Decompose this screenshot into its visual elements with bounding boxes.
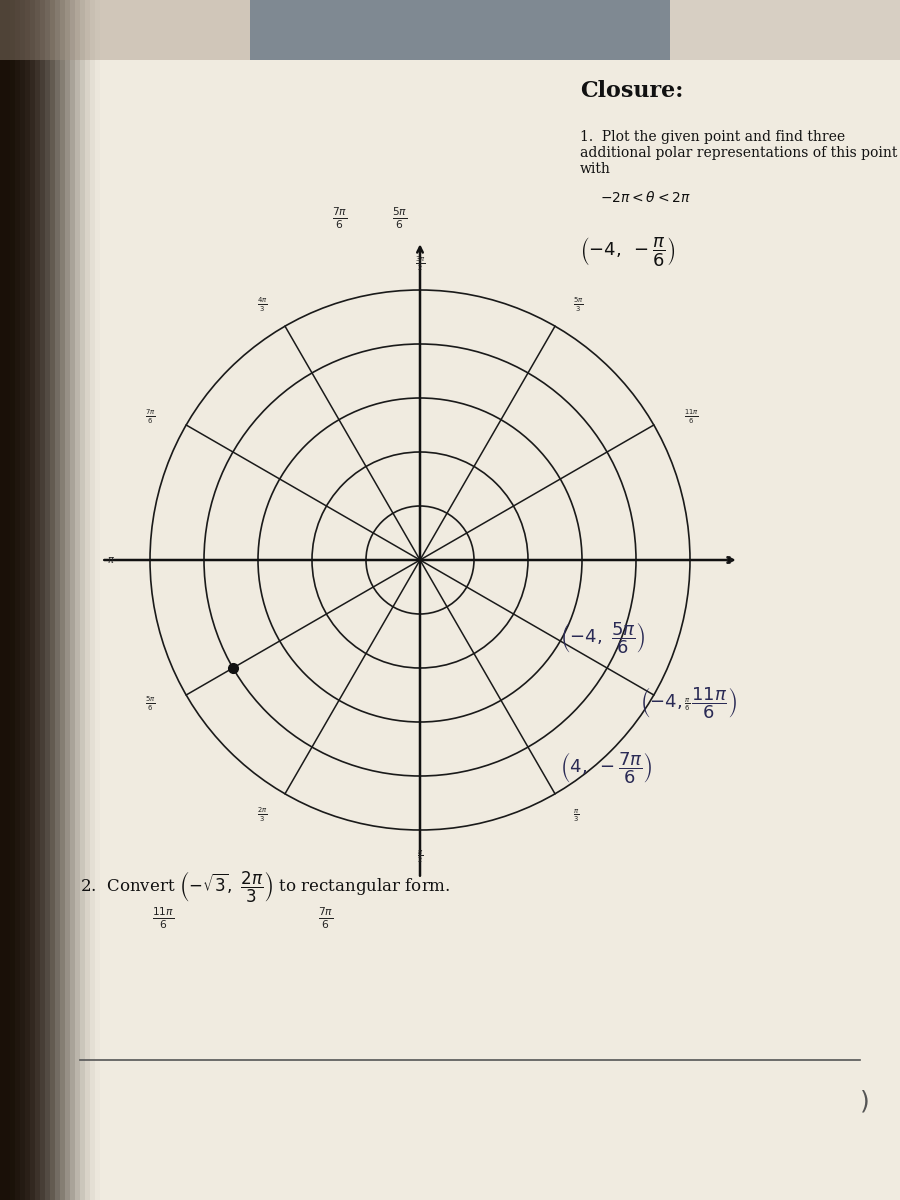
Text: $\left(-4,\ -\dfrac{\pi}{6}\right)$: $\left(-4,\ -\dfrac{\pi}{6}\right)$ (580, 235, 675, 268)
Text: $\frac{3\pi}{2}$: $\frac{3\pi}{2}$ (415, 254, 425, 274)
Bar (0, 0, 40, 1200)
Text: Closure:: Closure: (580, 80, 683, 102)
Bar (670, 0, 900, 60)
Bar (0, 0, 70, 1200)
Text: $\frac{5\pi}{6}$: $\frac{5\pi}{6}$ (392, 205, 408, 230)
Bar (0, 0, 100, 1200)
Bar (0, 0, 50, 1200)
Bar (0, 0, 60, 1200)
Bar (0, 0, 20, 1200)
Text: $\frac{11\pi}{6}$: $\frac{11\pi}{6}$ (684, 408, 699, 426)
Bar (0, 0, 55, 1200)
Text: $\frac{11\pi}{6}$: $\frac{11\pi}{6}$ (152, 906, 175, 931)
Bar (0, 0, 35, 1200)
Text: $\frac{7\pi}{6}$: $\frac{7\pi}{6}$ (332, 205, 347, 230)
Text: 2.  Convert $\left(-\sqrt{3},\ \dfrac{2\pi}{3}\right)$ to rectangular form.: 2. Convert $\left(-\sqrt{3},\ \dfrac{2\p… (80, 870, 451, 905)
Text: $\frac{7\pi}{6}$: $\frac{7\pi}{6}$ (145, 408, 156, 426)
Text: $\frac{5\pi}{3}$: $\frac{5\pi}{3}$ (572, 295, 583, 314)
Bar (250, 0, 670, 60)
Bar (0, 0, 95, 1200)
Text: $\left(-4,\ \dfrac{5\pi}{6}\right)$: $\left(-4,\ \dfrac{5\pi}{6}\right)$ (560, 620, 645, 655)
Bar (0, 0, 25, 1200)
Text: $0$: $0$ (725, 554, 733, 566)
Text: $\frac{7\pi}{6}$: $\frac{7\pi}{6}$ (318, 906, 333, 931)
Bar (0, 0, 85, 1200)
Bar (0, 0, 80, 1200)
Text: $\frac{\pi}{6}$: $\frac{\pi}{6}$ (684, 696, 690, 713)
Bar (0, 0, 30, 1200)
Bar (0, 0, 65, 1200)
Bar (0, 0, 90, 1200)
Text: $\frac{2\pi}{3}$: $\frac{2\pi}{3}$ (257, 806, 267, 824)
Bar (0, 0, 10, 1200)
Text: $\frac{\pi}{2}$: $\frac{\pi}{2}$ (417, 848, 423, 865)
Text: $\left(4,\ -\dfrac{7\pi}{6}\right)$: $\left(4,\ -\dfrac{7\pi}{6}\right)$ (560, 750, 652, 786)
Text: $\pi$: $\pi$ (107, 554, 115, 565)
Text: $\frac{\pi}{3}$: $\frac{\pi}{3}$ (572, 808, 579, 824)
Bar (0, 0, 15, 1200)
Text: $\frac{4\pi}{3}$: $\frac{4\pi}{3}$ (257, 295, 267, 314)
Text: ): ) (860, 1090, 870, 1114)
Bar (0, 0, 75, 1200)
Text: $-2\pi < \theta < 2\pi$: $-2\pi < \theta < 2\pi$ (600, 190, 690, 205)
Text: $\frac{5\pi}{6}$: $\frac{5\pi}{6}$ (145, 695, 156, 713)
Text: 1.  Plot the given point and find three additional polar representations of this: 1. Plot the given point and find three a… (580, 130, 897, 176)
Bar (0, 0, 250, 60)
Bar (0, 0, 45, 1200)
Bar (0, 0, 5, 1200)
Text: $\left(-4,\ \dfrac{11\pi}{6}\right)$: $\left(-4,\ \dfrac{11\pi}{6}\right)$ (640, 685, 737, 721)
